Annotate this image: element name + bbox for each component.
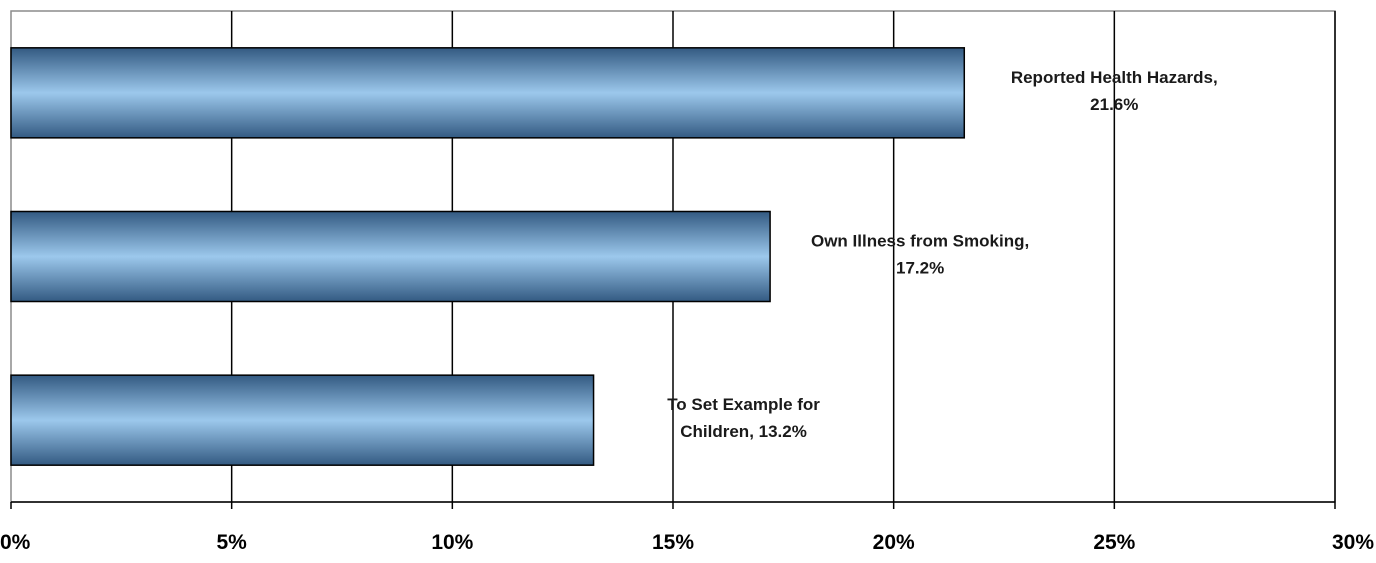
bar-1 [11, 48, 964, 138]
x-tick-label-4: 20% [873, 531, 915, 554]
bars [11, 48, 964, 465]
x-axis: 0% 5% 10% 15% 20% 25% 30% [0, 502, 1374, 554]
x-tick-label-2: 10% [431, 531, 473, 554]
data-label-2: Own Illness from Smoking, 17.2% [811, 232, 1029, 278]
x-tick-label-1: 5% [216, 531, 247, 554]
bar-3 [11, 375, 594, 465]
bar-2 [11, 211, 770, 301]
data-label-3: To Set Example for Children, 13.2% [667, 395, 820, 441]
x-tick-label-0: 0% [0, 531, 31, 554]
x-tick-label-5: 25% [1093, 531, 1135, 554]
x-tick-label-3: 15% [652, 531, 694, 554]
x-tick-label-6: 30% [1332, 531, 1374, 554]
